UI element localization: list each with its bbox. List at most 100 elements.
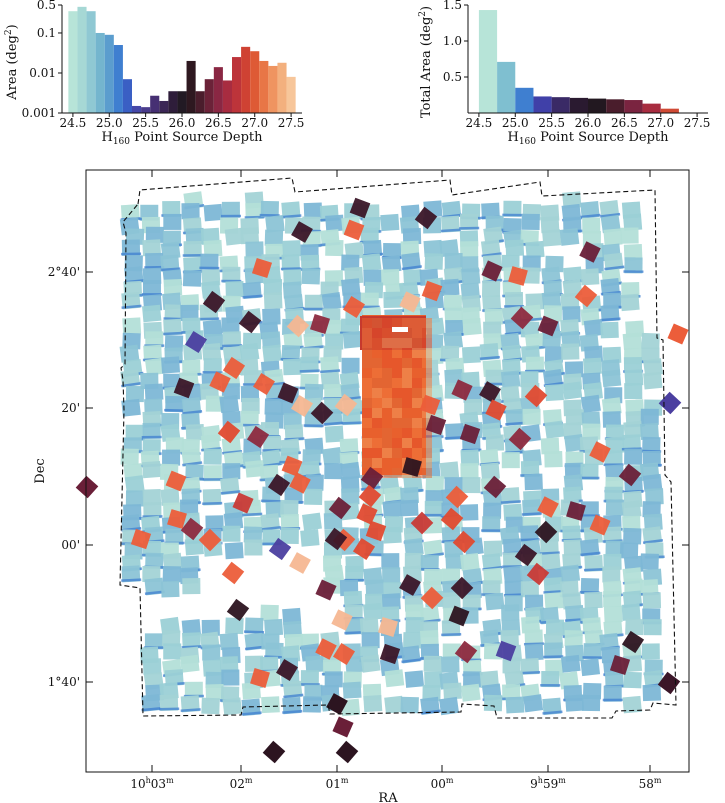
pointing-tile <box>581 694 601 712</box>
total-area-ytick-label: 0.5 <box>443 70 462 84</box>
pointing-tile <box>600 214 621 234</box>
pointing-tile <box>324 384 343 401</box>
pointing-tile <box>181 203 200 220</box>
pointing-tile <box>184 538 204 556</box>
deep-field-tile <box>392 438 402 448</box>
deep-field-tile <box>392 358 402 368</box>
scattered-pointing <box>425 414 447 436</box>
pointing-tile <box>163 318 182 336</box>
pointing-tile <box>245 241 264 258</box>
pointing-tile <box>580 268 600 286</box>
pointing-tile <box>420 554 439 572</box>
scattered-pointing <box>289 552 311 574</box>
pointing-tile <box>563 486 582 504</box>
pointing-tile <box>503 200 522 217</box>
pointing-tile <box>441 526 461 544</box>
scattered-pointing <box>360 466 384 490</box>
area-bar <box>222 80 232 113</box>
pointing-tile <box>560 292 580 310</box>
pointing-tile <box>503 565 523 584</box>
scattered-pointing <box>574 284 598 308</box>
pointing-overlap <box>281 214 302 219</box>
pointing-tile <box>143 344 162 362</box>
pointing-tile <box>459 553 480 571</box>
pointing-tile <box>623 244 643 261</box>
coverage-map-ytick-labels: 2°40' 20' 00' 1°40' <box>48 265 80 689</box>
pointing-tile <box>125 385 145 403</box>
pointing-tile <box>239 342 260 362</box>
coverage-map-ticks <box>86 170 689 772</box>
pointing-tile <box>544 420 565 439</box>
pointing-tile <box>265 642 284 660</box>
pointing-tile <box>221 669 240 686</box>
pointing-tile <box>442 592 461 609</box>
pointing-tile <box>501 452 520 469</box>
pointing-tile <box>525 240 545 259</box>
pointing-tile <box>520 581 539 598</box>
pointing-tile <box>342 681 362 699</box>
scattered-pointing <box>378 617 398 637</box>
pointing-tile <box>124 266 144 284</box>
pointing-tile <box>365 579 385 597</box>
pointing-tile <box>605 424 624 441</box>
pointing-tile <box>161 630 181 647</box>
pointing-tile <box>505 408 525 427</box>
pointing-tile <box>200 434 221 452</box>
pointing-tile <box>303 332 323 351</box>
dec-tick-20: 20' <box>61 401 80 415</box>
pointing-tile <box>122 317 142 335</box>
pointing-tile <box>301 512 322 531</box>
pointing-overlap <box>623 270 644 273</box>
coverage-map-plot-area <box>119 191 665 717</box>
pointing-tile <box>605 499 625 516</box>
area-bar <box>268 65 278 113</box>
pointing-tile <box>183 256 202 274</box>
area-bar <box>186 60 196 113</box>
pointing-tile <box>305 474 324 491</box>
area-bar <box>68 11 78 114</box>
pointing-tile <box>625 618 644 636</box>
deep-field-tile <box>382 448 392 458</box>
pointing-tile <box>582 217 601 234</box>
coverage-map-xlabel: RA <box>378 791 398 803</box>
pointing-tile <box>441 200 462 219</box>
pointing-tile <box>602 346 622 364</box>
pointing-tile <box>360 292 379 309</box>
pointing-tile <box>144 577 165 596</box>
scattered-pointing <box>222 356 246 380</box>
coverage-map: 10h03m 02m 01m 00m 9h59m 58m 2°40' 20' 0… <box>33 169 690 803</box>
pointing-tile <box>145 252 164 270</box>
pointing-tile <box>459 504 479 521</box>
pointing-overlap <box>241 711 262 716</box>
pointing-overlap <box>520 670 541 675</box>
pointing-tile <box>281 254 300 271</box>
pointing-tile <box>341 278 361 296</box>
pointing-tile <box>622 213 643 231</box>
pointing-tile <box>604 671 624 689</box>
pointing-tile <box>583 318 604 338</box>
pointing-tile <box>179 654 200 673</box>
pointing-tile <box>339 438 359 456</box>
pointing-tile <box>180 304 199 321</box>
pointing-tile <box>580 200 600 219</box>
pointing-tile <box>462 594 481 611</box>
pointing-overlap <box>323 421 344 426</box>
deep-field-tile <box>382 398 392 408</box>
pointing-tile <box>262 308 281 326</box>
pointing-overlap <box>521 512 542 516</box>
area-bar <box>177 91 187 113</box>
total-area-bar <box>642 103 661 113</box>
pointing-tile <box>240 410 259 428</box>
scattered-pointing <box>331 609 353 631</box>
edge-pointing <box>332 716 354 738</box>
pointing-tile <box>305 655 325 673</box>
deep-field-tile <box>362 348 372 358</box>
scattered-pointing <box>352 537 376 561</box>
pointing-overlap <box>121 252 142 256</box>
pointing-tile <box>564 630 583 647</box>
deep-field-tile <box>392 328 402 338</box>
pointing-tile <box>220 477 240 496</box>
pointing-tile <box>261 696 280 714</box>
scattered-pointing <box>198 528 222 552</box>
pointing-tile <box>642 436 661 454</box>
